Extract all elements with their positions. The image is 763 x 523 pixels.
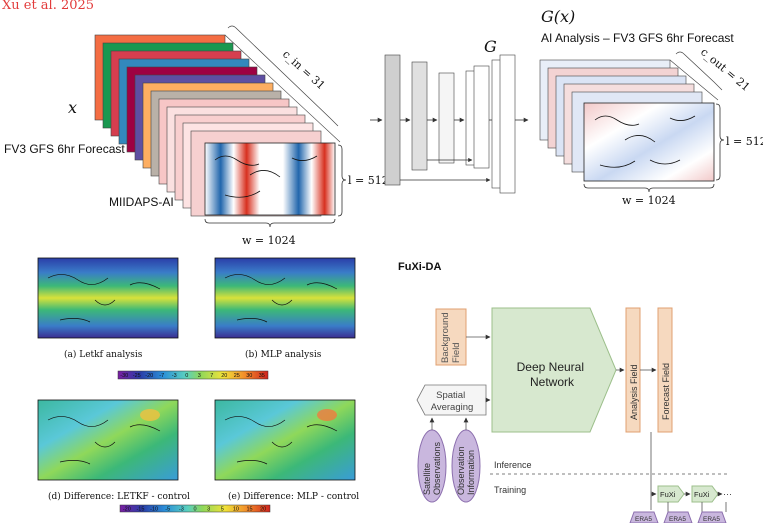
colorbar-tick-label: -15 (136, 507, 144, 513)
analysis-field-label: Analysis Field (629, 364, 639, 420)
fuxi-block (691, 485, 719, 503)
observation-info-line1: Observation (456, 446, 466, 495)
satellite-obs-line2: Observations (432, 441, 442, 495)
output-stack (539, 51, 723, 182)
svg-text:Spatial Averaging: Spatial Averaging (431, 390, 474, 413)
forecast-label: FV3 GFS 6hr Forecast (4, 142, 125, 156)
l-out-label: l = 512 (726, 135, 763, 148)
unet-network (370, 54, 529, 194)
colorbar-tick-label: 30 (246, 373, 252, 379)
observation-info-line2: Information (466, 450, 476, 495)
era5-node (629, 511, 659, 523)
spatial-averaging-box (416, 384, 487, 416)
colorbar-tick-label: 25 (234, 373, 240, 379)
colorbar-difference (119, 504, 271, 513)
fuxi-label-2: FuXi (694, 490, 710, 499)
colorbar-tick-label: -7 (159, 373, 164, 379)
colorbar-tick-label: 3 (207, 507, 210, 513)
colorbar-tick-label: 15 (246, 507, 252, 513)
spatial-averaging-line2: Averaging (431, 402, 474, 413)
map-diff-mlp (214, 399, 356, 481)
training-label: Training (494, 485, 526, 495)
colorbar-tick-label: -3 (172, 373, 177, 379)
fuxi-da-title: FuXi-DA (398, 261, 441, 273)
colorbar-tick-label: 0 (193, 507, 196, 513)
map-diff-letkf (37, 399, 179, 481)
c-out-label: c_out = 21 (698, 45, 752, 94)
colorbar-tick-label: 7 (210, 373, 213, 379)
g-label: G (484, 37, 497, 56)
era5-label-3: ERA5 (703, 516, 720, 523)
colorbar-tick-label: -20 (123, 507, 131, 513)
era5-label-1: ERA5 (635, 516, 652, 523)
colorbar-tick-label: 35 (259, 373, 265, 379)
forecast-field-label: Forecast Field (661, 363, 671, 420)
output-title: AI Analysis – FV3 GFS 6hr Forecast (541, 31, 734, 45)
dnn-line1: Deep Neural (517, 360, 584, 374)
colorbar-tick-label: 3 (198, 373, 201, 379)
colorbar-tick-label: -25 (133, 373, 141, 379)
unet-block (499, 54, 516, 194)
caption-diff-mlp: (e) Difference: MLP - control (228, 491, 359, 502)
colorbar-tick-label: 0 (185, 373, 188, 379)
caption-mlp: (b) MLP analysis (245, 349, 322, 360)
unet-block (438, 72, 455, 164)
background-field-line1: Background (440, 312, 451, 363)
colorbar-difference-ticks: -20 -15 -10 -5 -3 0 3 5 10 15 20 (123, 507, 266, 513)
era5-label-2: ERA5 (669, 516, 686, 523)
map-mlp (214, 257, 356, 339)
deep-neural-network-block (491, 307, 617, 433)
colorbar-tick-label: -10 (150, 507, 158, 513)
colorbar-analysis-ticks: -30 -25 -20 -7 -3 0 3 7 20 25 30 35 (120, 373, 265, 379)
unet-block (384, 54, 401, 186)
w-label: w = 1024 (242, 234, 296, 247)
colorbar-tick-label: 20 (221, 373, 227, 379)
colorbar-tick-label: 5 (221, 507, 224, 513)
svg-text:Satellite Observations: Satellite Observations (422, 441, 442, 495)
x-label: x (68, 98, 77, 117)
era5-node (663, 511, 693, 523)
unet-block (473, 65, 490, 169)
caption-diff-letkf: (d) Difference: LETKF - control (48, 491, 190, 502)
caption-letkf: (a) Letkf analysis (64, 349, 143, 360)
fuxi-block (657, 485, 685, 503)
miidaps-label: MIIDAPS-AI (109, 195, 174, 209)
output-front-map (583, 102, 715, 182)
input-front-map (204, 142, 336, 216)
svg-text:Deep Neural Network: Deep Neural Network (517, 360, 588, 389)
colorbar-tick-label: -30 (120, 373, 128, 379)
colorbar-tick-label: -3 (179, 507, 184, 513)
satellite-obs-line1: Satellite (422, 463, 432, 495)
svg-text:Observation Information: Observation Information (456, 444, 476, 495)
citation-text: Xu et al. 2025 (2, 0, 94, 13)
inference-label: Inference (494, 460, 532, 470)
colorbar-tick-label: 10 (233, 507, 239, 513)
w-out-label: w = 1024 (622, 194, 676, 207)
background-field-box (435, 308, 467, 366)
svg-text:Background Field: Background Field (440, 310, 462, 363)
spatial-averaging-line1: Spatial (436, 390, 465, 401)
input-stack (94, 25, 341, 217)
map-letkf (37, 257, 179, 339)
background-field-line2: Field (451, 342, 462, 363)
colorbar-tick-label: -5 (165, 507, 170, 513)
era5-node (697, 511, 727, 523)
l-label: l = 512 (348, 174, 389, 187)
unet-block (411, 61, 428, 171)
fuxi-ellipsis: ··· (723, 489, 732, 499)
fuxi-label-1: FuXi (660, 490, 676, 499)
gx-label: G(x) (541, 7, 575, 26)
forecast-field-box (657, 307, 673, 433)
dnn-line2: Network (530, 375, 575, 389)
colorbar-tick-label: 20 (260, 507, 266, 513)
colorbar-tick-label: -20 (145, 373, 153, 379)
c-in-label: c_in = 31 (280, 48, 328, 93)
colorbar-analysis (117, 370, 269, 380)
